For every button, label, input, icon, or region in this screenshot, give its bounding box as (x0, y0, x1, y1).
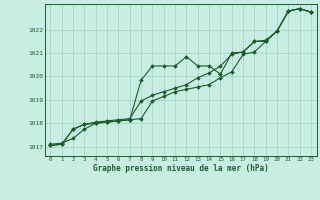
X-axis label: Graphe pression niveau de la mer (hPa): Graphe pression niveau de la mer (hPa) (93, 164, 269, 173)
